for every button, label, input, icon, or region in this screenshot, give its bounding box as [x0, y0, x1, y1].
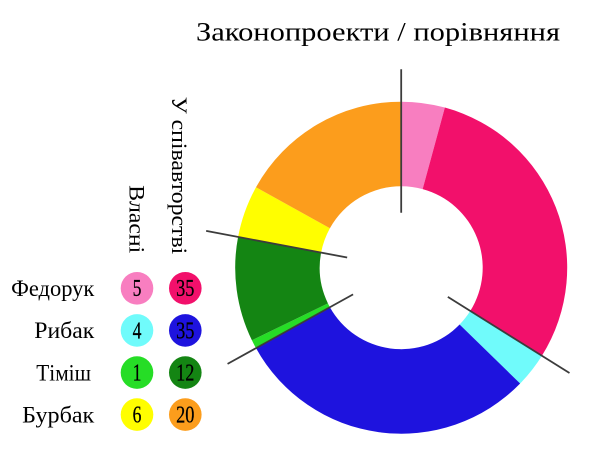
svg-text:У співавторстві: У співавторстві — [167, 97, 192, 255]
svg-text:1: 1 — [133, 361, 142, 387]
svg-text:12: 12 — [176, 361, 194, 387]
svg-text:Рибак: Рибак — [34, 318, 95, 344]
svg-text:Власні: Власні — [125, 185, 150, 253]
svg-text:6: 6 — [133, 403, 142, 429]
svg-text:Федорук: Федорук — [11, 276, 95, 302]
svg-text:4: 4 — [133, 318, 142, 344]
svg-text:5: 5 — [133, 276, 142, 302]
svg-text:35: 35 — [176, 318, 194, 344]
svg-text:Законопроекти / порівняння: Законопроекти / порівняння — [196, 17, 560, 46]
svg-text:Тіміш: Тіміш — [36, 360, 91, 386]
svg-text:Бурбак: Бурбак — [22, 402, 95, 428]
svg-text:20: 20 — [176, 403, 194, 429]
svg-text:35: 35 — [176, 276, 194, 302]
